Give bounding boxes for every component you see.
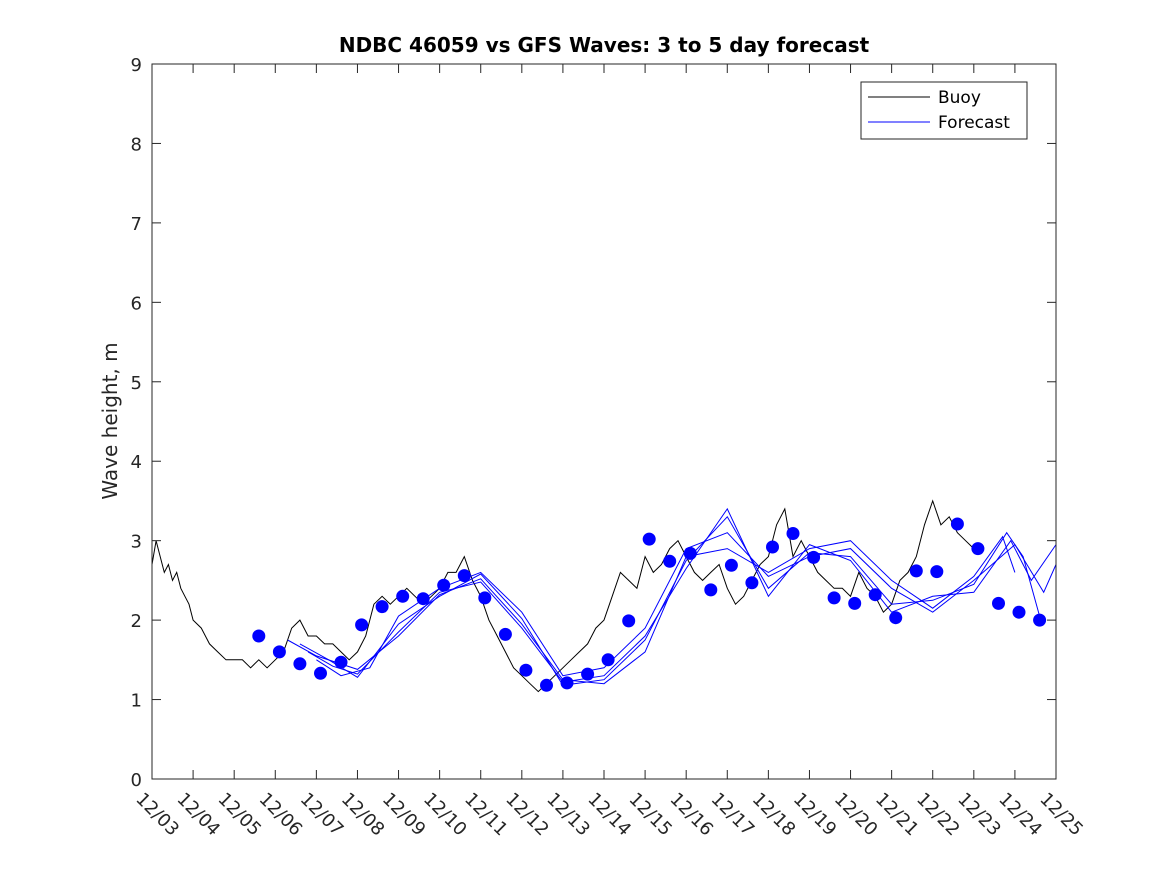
x-tick-label: 12/06 [255, 789, 307, 841]
forecast-run-line-1 [287, 535, 1016, 685]
x-tick-label: 12/03 [131, 789, 183, 841]
forecast-point [314, 666, 327, 680]
y-tick-label: 5 [131, 373, 142, 394]
x-tick-label: 12/21 [871, 789, 923, 841]
forecast-point [375, 600, 389, 614]
forecast-point [724, 558, 738, 572]
y-tick-label: 4 [131, 452, 142, 473]
forecast-point [827, 591, 841, 605]
forecast-point [683, 546, 697, 560]
x-tick-label: 12/14 [583, 789, 635, 841]
x-tick-label: 12/17 [707, 789, 759, 841]
x-tick-label: 12/13 [542, 789, 594, 841]
x-tick-label: 12/20 [830, 789, 882, 841]
x-tick-label: 12/25 [1035, 789, 1087, 841]
forecast-point [519, 663, 533, 677]
forecast-point [416, 592, 430, 606]
forecast-point [252, 629, 266, 643]
forecast-point [745, 576, 759, 590]
y-tick-label: 1 [131, 691, 142, 712]
forecast-point [622, 614, 636, 628]
forecast-point [437, 578, 451, 592]
plot-background [152, 64, 1056, 779]
x-tick-label: 12/22 [912, 789, 964, 841]
forecast-point [950, 517, 964, 531]
forecast-point [478, 591, 492, 605]
x-tick-label: 12/11 [460, 789, 512, 841]
x-tick-label: 12/18 [748, 789, 800, 841]
x-tick-label: 12/10 [419, 789, 471, 841]
forecast-point [868, 588, 882, 602]
x-tick-label: 12/23 [953, 789, 1005, 841]
x-tick-label: 12/08 [337, 789, 389, 841]
forecast-point [498, 627, 512, 641]
forecast-point [293, 657, 307, 671]
x-tick-label: 12/12 [501, 789, 553, 841]
series-layer [151, 499, 1057, 693]
forecast-point [909, 564, 923, 578]
y-tick-label: 7 [131, 214, 142, 235]
forecast-point [663, 554, 677, 568]
forecast-point [1012, 605, 1026, 619]
y-tick-label: 0 [131, 770, 142, 791]
x-tick-label: 12/09 [378, 789, 430, 841]
x-tick-label: 12/15 [625, 789, 677, 841]
legend-forecast-label: Forecast [938, 113, 1010, 133]
x-tick-label: 12/05 [214, 789, 266, 841]
legend-buoy-label: Buoy [938, 88, 981, 108]
forecast-point [560, 676, 574, 690]
forecast-point [704, 583, 718, 597]
x-tick-label: 12/19 [789, 789, 841, 841]
y-tick-label: 2 [131, 611, 142, 632]
forecast-point [334, 655, 348, 669]
x-tick-label: 12/07 [296, 789, 348, 841]
forecast-point [807, 550, 821, 564]
forecast-point [971, 542, 985, 556]
y-axis: 0 1 2 3 4 5 6 7 8 9 [131, 55, 1056, 791]
forecast-point [581, 667, 595, 681]
y-axis-label: Wave height, m [98, 342, 122, 499]
x-tick-label: 12/16 [666, 789, 718, 841]
forecast-point [540, 678, 553, 692]
forecast-point [848, 596, 862, 610]
forecast-point [355, 618, 369, 632]
forecast-run-line-2 [299, 515, 1041, 686]
forecast-run-line-3 [307, 507, 1057, 683]
forecast-point [396, 589, 410, 603]
chart-title: NDBC 46059 vs GFS Waves: 3 to 5 day fore… [339, 33, 870, 57]
forecast-point [642, 532, 656, 546]
x-tick-label: 12/24 [994, 789, 1046, 841]
forecast-point [457, 569, 471, 583]
forecast-point [601, 653, 615, 667]
y-tick-label: 9 [131, 55, 142, 76]
forecast-point [272, 645, 286, 659]
forecast-point [889, 611, 903, 625]
forecast-point [786, 527, 800, 540]
forecast-point [992, 596, 1005, 610]
forecast-point [1033, 613, 1047, 627]
legend-box [860, 81, 1028, 140]
forecast-point [766, 540, 779, 554]
x-tick-label: 12/04 [173, 789, 225, 841]
y-tick-label: 3 [131, 532, 142, 553]
legend: Buoy Forecast [860, 81, 1028, 140]
y-tick-label: 8 [131, 134, 142, 155]
y-tick-label: 6 [131, 293, 142, 314]
forecast-point [930, 565, 944, 579]
